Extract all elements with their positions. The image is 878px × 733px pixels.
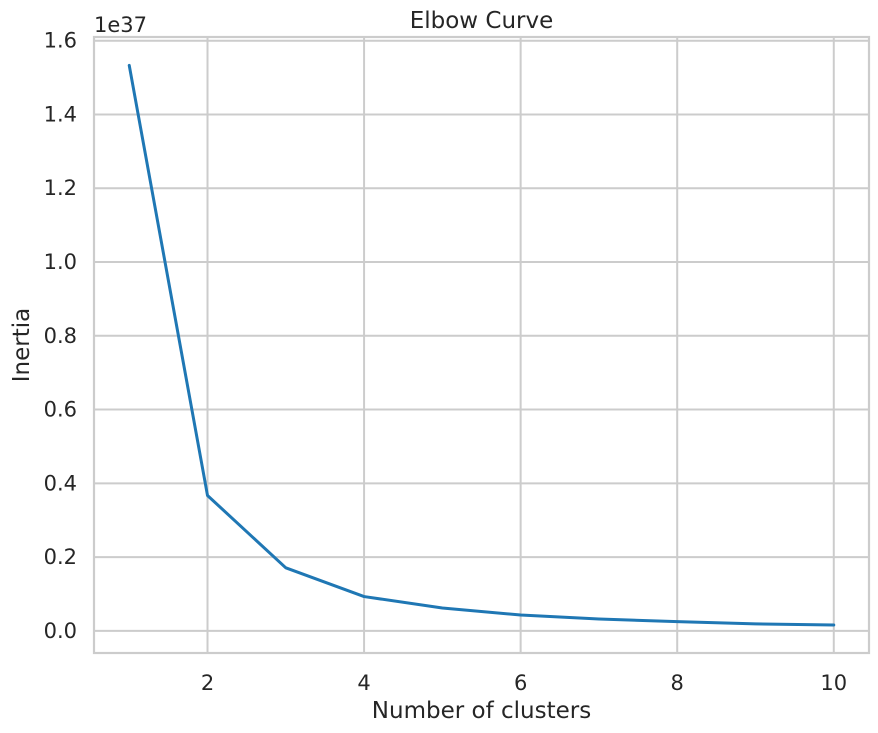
x-tick-label: 4 [357, 671, 370, 695]
y-tick-label: 0.4 [44, 471, 77, 495]
x-axis-label: Number of clusters [372, 698, 591, 724]
grid-lines [94, 37, 869, 653]
y-tick-label: 0.6 [44, 398, 77, 422]
y-tick-label: 0.0 [44, 619, 77, 643]
y-tick-label: 1.2 [44, 176, 77, 200]
x-tick-label: 6 [514, 671, 527, 695]
y-tick-label: 1.4 [44, 102, 77, 126]
series-line-1 [127, 63, 836, 627]
x-tick-label: 2 [201, 671, 214, 695]
y-tick-label: 0.8 [44, 324, 77, 348]
x-tick-label: 8 [671, 671, 684, 695]
y-tick-label: 1.6 [44, 29, 77, 53]
plot-frame [92, 35, 871, 655]
y-axis-offset-label: 1e37 [94, 13, 147, 37]
y-axis-label: Inertia [9, 308, 35, 382]
y-tick-labels: 0.0 0.2 0.4 0.6 0.8 1.0 1.2 1.4 1.6 [44, 29, 77, 643]
chart-title: Elbow Curve [410, 8, 554, 34]
x-tick-label: 10 [820, 671, 847, 695]
series-layer [127, 63, 836, 627]
y-tick-label: 0.2 [44, 545, 77, 569]
x-tick-labels: 2 4 6 8 10 [201, 671, 847, 695]
y-tick-label: 1.0 [44, 250, 77, 274]
